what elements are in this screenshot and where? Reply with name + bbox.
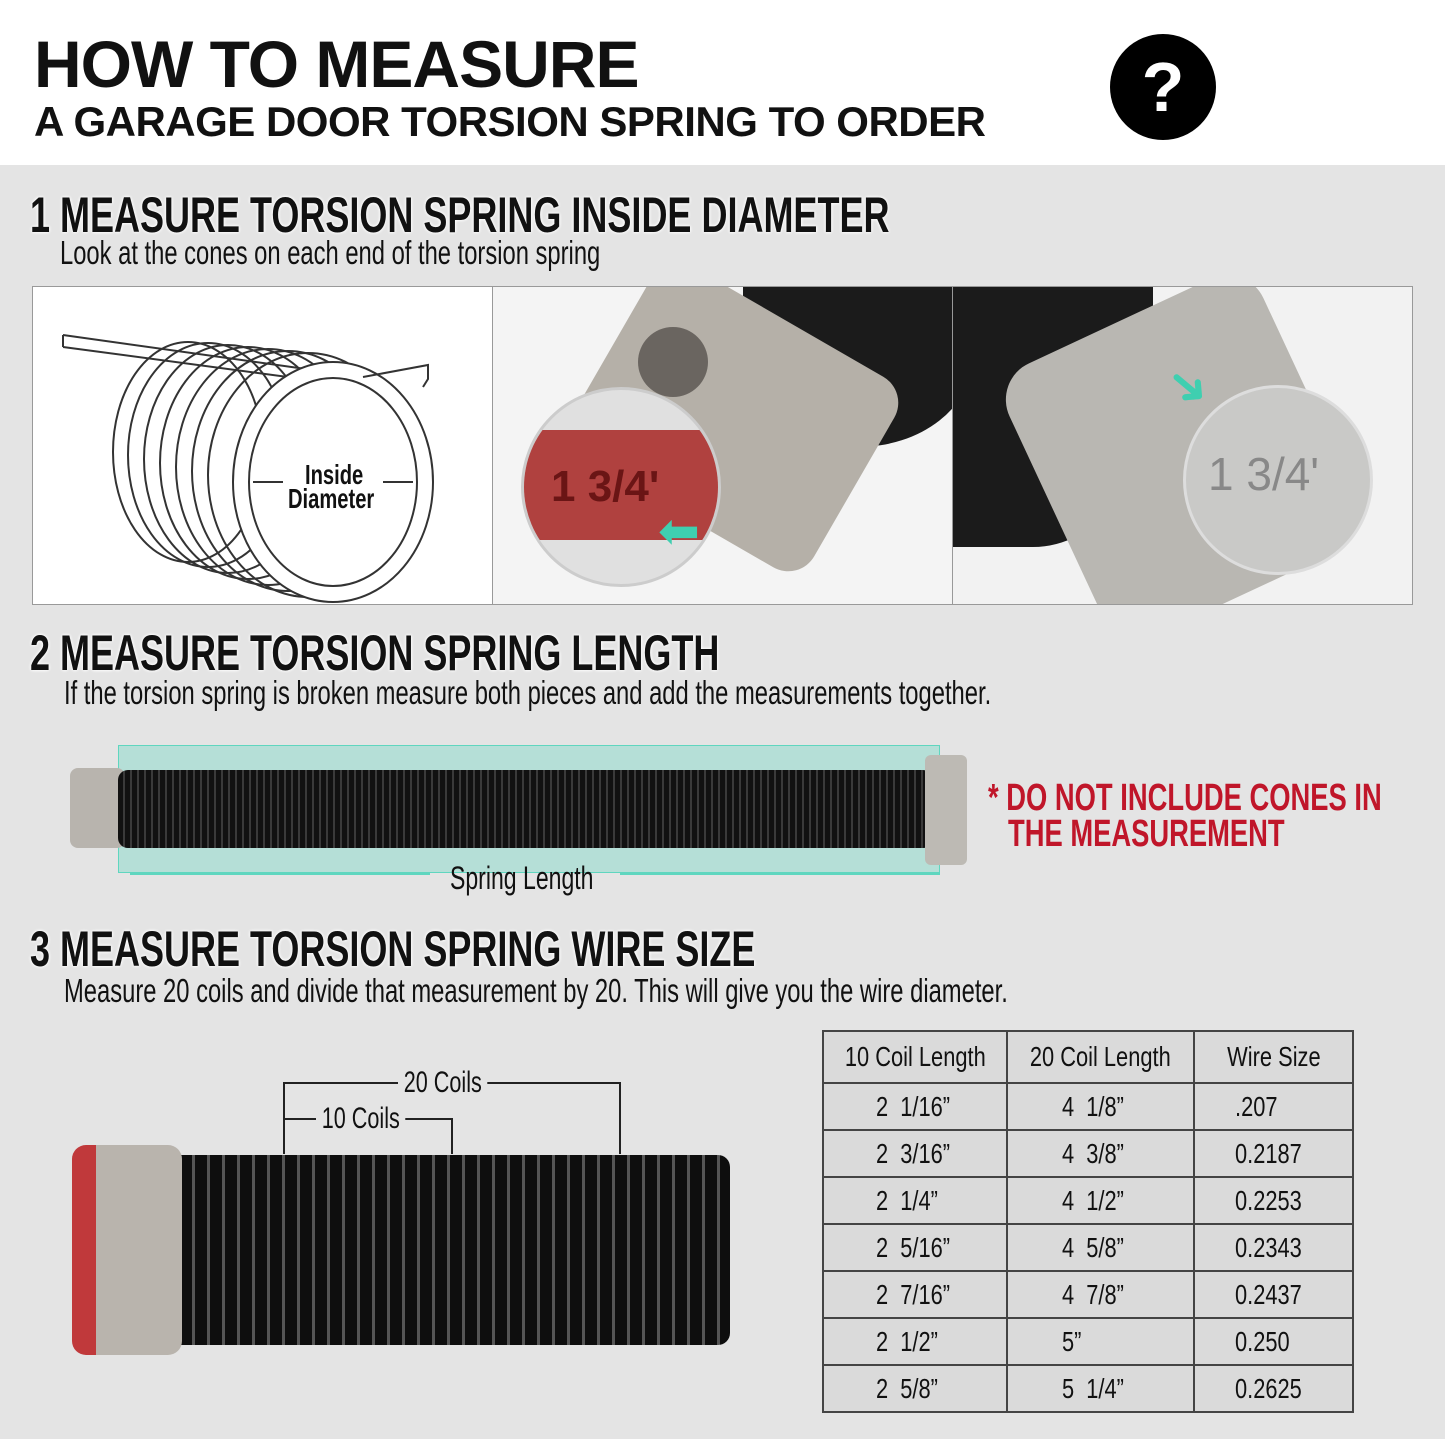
coil-diagram-icon — [62, 334, 434, 603]
step1-subtitle: Look at the cones on each end of the tor… — [60, 234, 601, 271]
twenty-coil-length: 4 7/8” — [1062, 1278, 1124, 1310]
cone-photo-silver: 1 3/4' ➜ — [953, 287, 1412, 604]
step3-title: 3 MEASURE TORSION SPRING WIRE SIZE — [30, 921, 756, 977]
table-row: 2 1/2” 5” 0.250 — [822, 1317, 1354, 1366]
header-wire-size: Wire Size — [1226, 1041, 1321, 1072]
table-row: 2 3/16” 4 3/8” 0.2187 — [822, 1129, 1354, 1178]
inside-label: Inside — [305, 459, 364, 490]
cone-photo-red: 1 3/4' ⬅ — [493, 287, 953, 604]
twenty-coil-length: 4 5/8” — [1062, 1231, 1124, 1263]
ten-coil-length: 2 3/16” — [876, 1137, 951, 1169]
ten-coil-length: 2 5/16” — [876, 1231, 951, 1263]
ten-coil-length: 2 5/8” — [876, 1372, 938, 1404]
cone-size-label-2: 1 3/4' — [1208, 448, 1320, 500]
wire-size: 0.250 — [1235, 1325, 1290, 1357]
header: HOW TO MEASURE A GARAGE DOOR TORSION SPR… — [0, 0, 1445, 165]
cone-size-label: 1 3/4' — [551, 462, 660, 511]
table-row: 2 7/16” 4 7/8” 0.2437 — [822, 1270, 1354, 1319]
table-row: 2 1/4” 4 1/2” 0.2253 — [822, 1176, 1354, 1225]
step1-images: Inside Diameter 1 3/4' ⬅ 1 3/4' ➜ — [32, 286, 1413, 605]
warning-line1: * DO NOT INCLUDE CONES IN — [988, 777, 1382, 819]
header-20-coil: 20 Coil Length — [1030, 1041, 1171, 1072]
header-10-coil: 10 Coil Length — [844, 1041, 986, 1072]
table-row: 2 5/8” 5 1/4” 0.2625 — [822, 1364, 1354, 1413]
wire-size: 0.2343 — [1235, 1231, 1302, 1263]
table-header-row: 10 Coil Length 20 Coil Length Wire Size — [822, 1030, 1354, 1084]
ten-coil-length: 2 1/4” — [876, 1184, 938, 1216]
ten-coil-length: 2 1/16” — [876, 1090, 951, 1122]
ten-coil-length: 2 1/2” — [876, 1325, 938, 1357]
twenty-coil-length: 5 1/4” — [1062, 1372, 1124, 1404]
step2-title: 2 MEASURE TORSION SPRING LENGTH — [30, 625, 720, 681]
page-subtitle: A GARAGE DOOR TORSION SPRING TO ORDER — [34, 98, 986, 145]
step2-subtitle: If the torsion spring is broken measure … — [64, 674, 992, 711]
wire-size: 0.2253 — [1235, 1184, 1302, 1216]
page-title: HOW TO MEASURE — [34, 27, 639, 101]
twenty-coil-length: 5” — [1062, 1325, 1082, 1357]
step3-subtitle: Measure 20 coils and divide that measure… — [64, 972, 1008, 1009]
spring-diagram: Inside Diameter — [33, 287, 493, 604]
10-coils-label: 10 Coils — [316, 1102, 406, 1136]
twenty-coil-length: 4 3/8” — [1062, 1137, 1124, 1169]
ten-coil-length: 2 7/16” — [876, 1278, 951, 1310]
twenty-coil-length: 4 1/8” — [1062, 1090, 1124, 1122]
question-mark-icon: ? — [1110, 34, 1216, 140]
table-row: 2 5/16” 4 5/8” 0.2343 — [822, 1223, 1354, 1272]
wire-size: 0.2187 — [1235, 1137, 1302, 1169]
20-coils-label: 20 Coils — [398, 1066, 488, 1100]
diameter-label: Diameter — [288, 483, 375, 514]
wire-size-table: 10 Coil Length 20 Coil Length Wire Size … — [822, 1030, 1354, 1413]
warning-line2: THE MEASUREMENT — [1008, 813, 1285, 855]
wire-size: 0.2625 — [1235, 1372, 1302, 1404]
spring-length-label: Spring Length — [450, 860, 594, 896]
wire-size: .207 — [1235, 1090, 1278, 1122]
step1-title: 1 MEASURE TORSION SPRING INSIDE DIAMETER — [30, 187, 890, 243]
wire-size: 0.2437 — [1235, 1278, 1302, 1310]
table-row: 2 1/16” 4 1/8” .207 — [822, 1082, 1354, 1131]
twenty-coil-length: 4 1/2” — [1062, 1184, 1124, 1216]
arrow-icon: ⬅ — [658, 503, 700, 559]
